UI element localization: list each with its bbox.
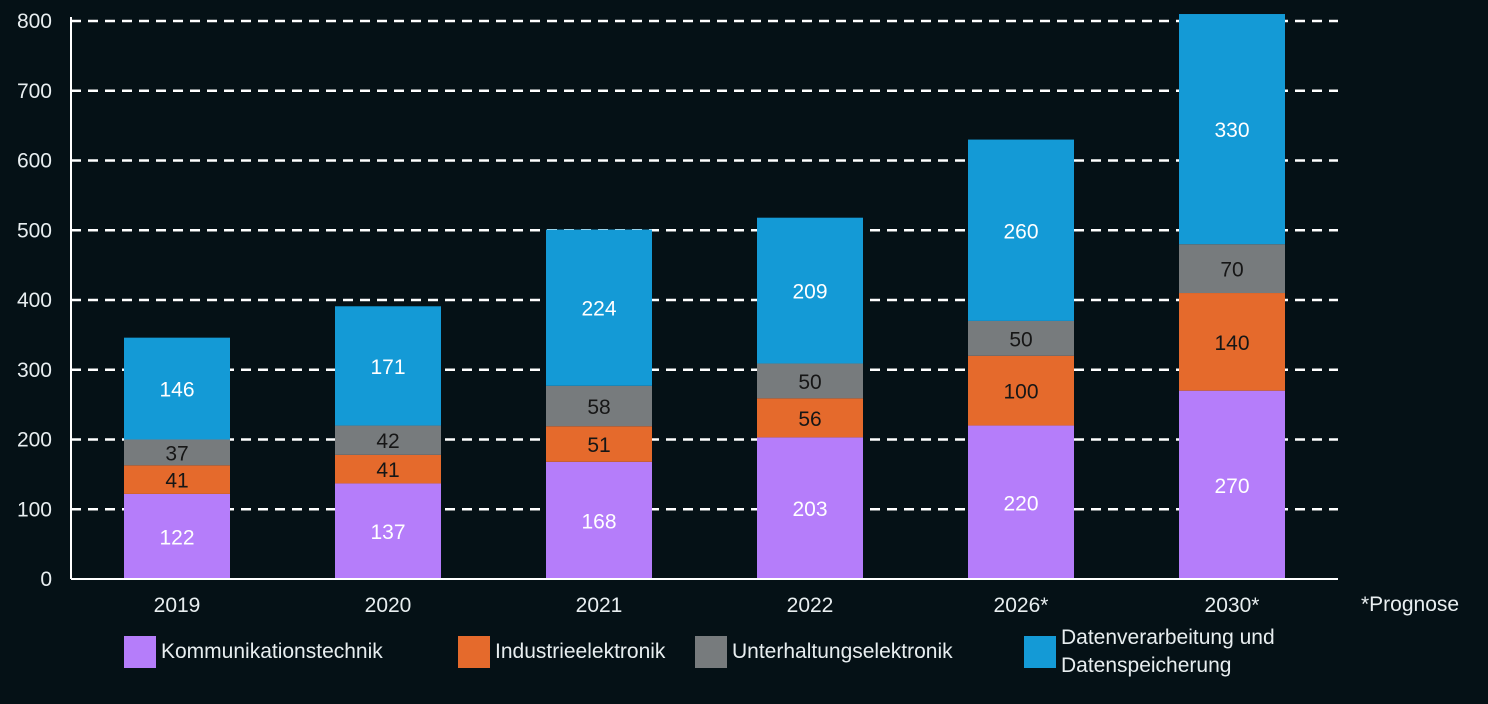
bar-segment [335, 425, 441, 455]
data-label: 209 [792, 281, 827, 304]
bar-segment [546, 426, 652, 462]
y-axis: 0 100 200 300 400 500 600 700 800 [17, 10, 72, 591]
data-label: 168 [581, 510, 616, 533]
data-label: 203 [792, 498, 827, 521]
data-label: 50 [1009, 328, 1032, 351]
y-tick-label: 700 [17, 80, 52, 103]
y-tick-label: 600 [17, 150, 52, 173]
bar-segment [546, 385, 652, 427]
data-label: 70 [1220, 259, 1243, 282]
bar-segment [1179, 244, 1285, 294]
gridlines [71, 19, 1338, 511]
data-label: 270 [1214, 475, 1249, 498]
data-label: 137 [370, 521, 405, 544]
bar-segment [124, 465, 230, 494]
x-axis: 2019 2020 2021 2022 2026* 2030* [71, 578, 1338, 617]
x-tick-label: 2026* [994, 594, 1049, 617]
data-label: 171 [370, 356, 405, 379]
bar-segment [968, 355, 1074, 426]
x-tick-label: 2021 [576, 594, 623, 617]
bars: 122 41 37 146 137 41 42 171 168 51 58 224 203 56 50 209… [124, 14, 1285, 579]
bar-segment [757, 363, 863, 399]
bar-segment [124, 493, 230, 579]
bar-segment [546, 461, 652, 579]
data-label: 224 [581, 298, 616, 321]
y-tick-label: 200 [17, 429, 52, 452]
data-label: 140 [1214, 332, 1249, 355]
bar-segment [335, 454, 441, 484]
y-tick-label: 100 [17, 498, 52, 521]
x-tick-label: 2019 [154, 594, 201, 617]
bar-segment [757, 217, 863, 364]
data-label: 100 [1003, 381, 1038, 404]
x-tick-label: 2022 [787, 594, 834, 617]
data-label: 50 [798, 371, 821, 394]
bar-segment [124, 439, 230, 466]
bar-segment [335, 483, 441, 579]
x-tick-label: 2020 [365, 594, 412, 617]
y-tick-label: 400 [17, 289, 52, 312]
data-label: 146 [159, 379, 194, 402]
data-label: 220 [1003, 492, 1038, 515]
data-label: 122 [159, 526, 194, 549]
data-label: 330 [1214, 119, 1249, 142]
bar-segment [124, 337, 230, 440]
data-label: 51 [587, 434, 610, 457]
data-label: 41 [376, 459, 399, 482]
data-label: 37 [165, 442, 188, 465]
data-label: 56 [798, 408, 821, 431]
bar-segment [335, 306, 441, 426]
y-tick-label: 500 [17, 219, 52, 242]
data-label: 42 [376, 430, 399, 453]
bar-segment [757, 437, 863, 579]
data-label: 58 [587, 396, 610, 419]
x-tick-label: 2030* [1205, 594, 1260, 617]
bar-segment [1179, 390, 1285, 579]
forecast-note: *Prognose [1361, 593, 1460, 616]
bar-segment [1179, 14, 1285, 245]
bar-segment [757, 398, 863, 438]
bar-segment [968, 425, 1074, 579]
bar-segment [1179, 293, 1285, 391]
data-label: 260 [1003, 220, 1038, 243]
data-label: 41 [165, 470, 188, 493]
y-tick-label: 800 [17, 10, 52, 33]
bar-segment [968, 320, 1074, 356]
y-tick-label: 300 [17, 359, 52, 382]
bar-segment [546, 229, 652, 386]
bar-segment [968, 139, 1074, 321]
y-tick-label: 0 [40, 568, 52, 591]
